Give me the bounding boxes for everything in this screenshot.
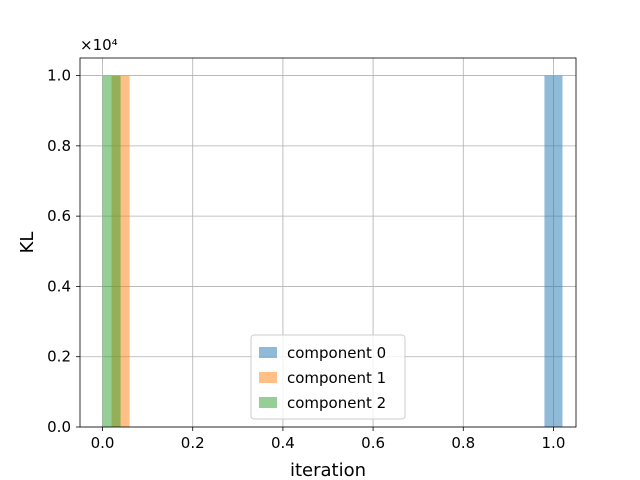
plot-frame [79, 57, 577, 428]
x-tick-label: 1.0 [542, 434, 566, 452]
legend-swatch-2 [259, 397, 277, 408]
x-tick-label: 0.4 [271, 434, 295, 452]
y-tick-label: 0.6 [47, 207, 71, 225]
x-tick-label: 0.8 [451, 434, 475, 452]
ticks-layer: 0.0 0.2 0.4 0.6 0.8 1.0 0.0 0.2 0.4 0.6 0.8 1.0 [47, 67, 565, 452]
x-tick-label: 0.6 [361, 434, 385, 452]
legend-box [250, 334, 406, 420]
x-tick-label: 0.0 [91, 434, 115, 452]
bar-component-0 [544, 75, 563, 428]
bars-layer [102, 75, 563, 428]
x-axis-label: iteration [290, 460, 366, 480]
y-tick-label: 0.2 [47, 348, 71, 366]
bar-component-2 [102, 75, 121, 428]
y-tick-label: 0.8 [47, 137, 71, 155]
legend-swatch-1 [259, 372, 277, 383]
legend-label-0: component 0 [287, 344, 386, 362]
y-tick-label: 0.4 [47, 277, 71, 295]
legend-swatch-0 [259, 347, 277, 358]
legend-label-2: component 2 [287, 394, 386, 412]
y-tick-label: 0.0 [47, 418, 71, 436]
x-tick-label: 0.2 [181, 434, 205, 452]
legend-label-1: component 1 [287, 369, 386, 387]
y-axis-label: KL [17, 232, 38, 254]
legend: component 0 component 1 component 2 [250, 334, 406, 420]
y-offset-text: ×10⁴ [80, 36, 118, 54]
y-tick-label: 1.0 [47, 67, 71, 85]
